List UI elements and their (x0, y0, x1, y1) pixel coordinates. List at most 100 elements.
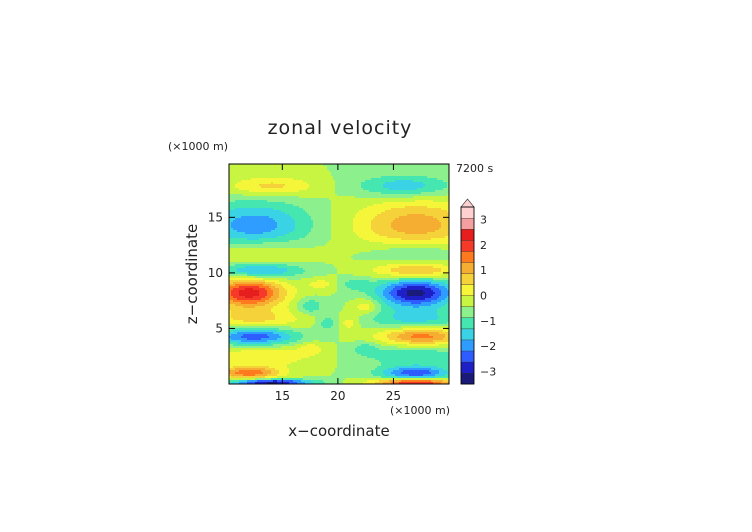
field-cell (289, 244, 292, 247)
field-cell (259, 184, 262, 187)
field-cell (257, 212, 260, 215)
field-cell (409, 168, 412, 171)
field-cell (313, 194, 316, 197)
field-cell (361, 170, 364, 173)
field-cell (421, 218, 424, 221)
field-cell (315, 172, 318, 175)
field-cell (303, 216, 306, 219)
field-cell (399, 224, 402, 227)
field-cell (321, 234, 324, 237)
field-cell (401, 252, 404, 255)
field-cell (285, 178, 288, 181)
field-cell (413, 212, 416, 215)
field-cell (313, 234, 316, 237)
field-cell (335, 168, 338, 171)
field-cell (421, 204, 424, 207)
field-cell (389, 170, 392, 173)
field-cell (405, 170, 408, 173)
field-cell (289, 252, 292, 255)
field-cell (421, 182, 424, 185)
field-cell (247, 228, 250, 231)
field-cell (311, 212, 314, 215)
field-cell (371, 232, 374, 235)
field-cell (327, 226, 330, 229)
field-cell (393, 216, 396, 219)
field-cell (371, 208, 374, 211)
field-cell (399, 218, 402, 221)
field-cell (311, 206, 314, 209)
field-cell (335, 234, 338, 237)
field-cell (311, 226, 314, 229)
field-cell (297, 182, 300, 185)
field-cell (367, 186, 370, 189)
field-cell (389, 172, 392, 175)
field-cell (237, 176, 240, 179)
field-cell (345, 236, 348, 239)
field-cell (443, 202, 446, 205)
field-cell (253, 178, 256, 181)
field-cell (329, 184, 332, 187)
field-cell (249, 254, 252, 257)
field-cell (447, 222, 450, 225)
field-cell (243, 164, 246, 167)
field-cell (425, 206, 428, 209)
field-cell (439, 194, 442, 197)
field-cell (295, 188, 298, 191)
field-cell (267, 224, 270, 227)
field-cell (263, 254, 266, 257)
field-cell (263, 202, 266, 205)
field-cell (245, 218, 248, 221)
field-cell (337, 204, 340, 207)
field-cell (337, 172, 340, 175)
field-cell (349, 230, 352, 233)
field-cell (245, 252, 248, 255)
field-cell (319, 220, 322, 223)
field-cell (413, 190, 416, 193)
field-cell (325, 184, 328, 187)
field-cell (385, 230, 388, 233)
field-cell (399, 208, 402, 211)
field-cell (363, 244, 366, 247)
field-cell (391, 202, 394, 205)
field-cell (385, 240, 388, 243)
field-cell (259, 188, 262, 191)
field-cell (265, 182, 268, 185)
field-cell (341, 206, 344, 209)
field-cell (373, 220, 376, 223)
field-cell (331, 176, 334, 179)
field-cell (425, 216, 428, 219)
field-cell (337, 182, 340, 185)
field-cell (437, 176, 440, 179)
field-cell (375, 232, 378, 235)
field-cell (363, 192, 366, 195)
field-cell (367, 206, 370, 209)
field-cell (403, 184, 406, 187)
field-cell (409, 230, 412, 233)
field-cell (359, 224, 362, 227)
field-cell (341, 184, 344, 187)
field-cell (301, 242, 304, 245)
field-cell (355, 216, 358, 219)
field-cell (379, 224, 382, 227)
field-cell (237, 234, 240, 237)
field-cell (399, 250, 402, 253)
field-cell (259, 178, 262, 181)
field-cell (255, 234, 258, 237)
field-cell (241, 192, 244, 195)
field-cell (383, 182, 386, 185)
field-cell (297, 230, 300, 233)
field-cell (315, 244, 318, 247)
field-cell (359, 198, 362, 201)
field-cell (359, 184, 362, 187)
field-cell (279, 190, 282, 193)
field-cell (303, 180, 306, 183)
field-cell (259, 240, 262, 243)
field-cell (425, 168, 428, 171)
field-cell (439, 174, 442, 177)
field-cell (305, 236, 308, 239)
field-cell (273, 204, 276, 207)
field-cell (343, 166, 346, 169)
field-cell (409, 246, 412, 249)
field-cell (377, 198, 380, 201)
field-cell (249, 200, 252, 203)
